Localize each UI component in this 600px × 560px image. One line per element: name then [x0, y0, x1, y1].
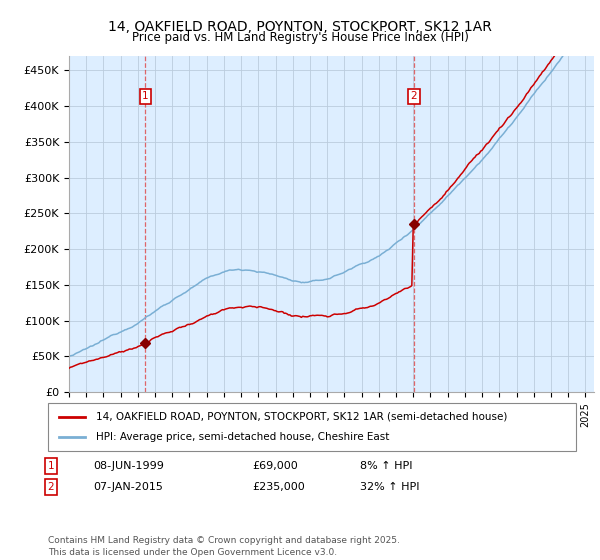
Text: Price paid vs. HM Land Registry's House Price Index (HPI): Price paid vs. HM Land Registry's House …	[131, 31, 469, 44]
Text: 32% ↑ HPI: 32% ↑ HPI	[360, 482, 419, 492]
Text: 1: 1	[47, 461, 55, 471]
Text: £235,000: £235,000	[252, 482, 305, 492]
Text: 2: 2	[410, 91, 417, 101]
Text: 07-JAN-2015: 07-JAN-2015	[93, 482, 163, 492]
Text: Contains HM Land Registry data © Crown copyright and database right 2025.
This d: Contains HM Land Registry data © Crown c…	[48, 536, 400, 557]
Text: 2: 2	[47, 482, 55, 492]
Text: HPI: Average price, semi-detached house, Cheshire East: HPI: Average price, semi-detached house,…	[95, 432, 389, 442]
Text: 14, OAKFIELD ROAD, POYNTON, STOCKPORT, SK12 1AR (semi-detached house): 14, OAKFIELD ROAD, POYNTON, STOCKPORT, S…	[95, 412, 507, 422]
FancyBboxPatch shape	[48, 403, 576, 451]
Text: 14, OAKFIELD ROAD, POYNTON, STOCKPORT, SK12 1AR: 14, OAKFIELD ROAD, POYNTON, STOCKPORT, S…	[108, 20, 492, 34]
Text: 8% ↑ HPI: 8% ↑ HPI	[360, 461, 413, 471]
Text: 08-JUN-1999: 08-JUN-1999	[93, 461, 164, 471]
Text: 1: 1	[142, 91, 149, 101]
Text: £69,000: £69,000	[252, 461, 298, 471]
